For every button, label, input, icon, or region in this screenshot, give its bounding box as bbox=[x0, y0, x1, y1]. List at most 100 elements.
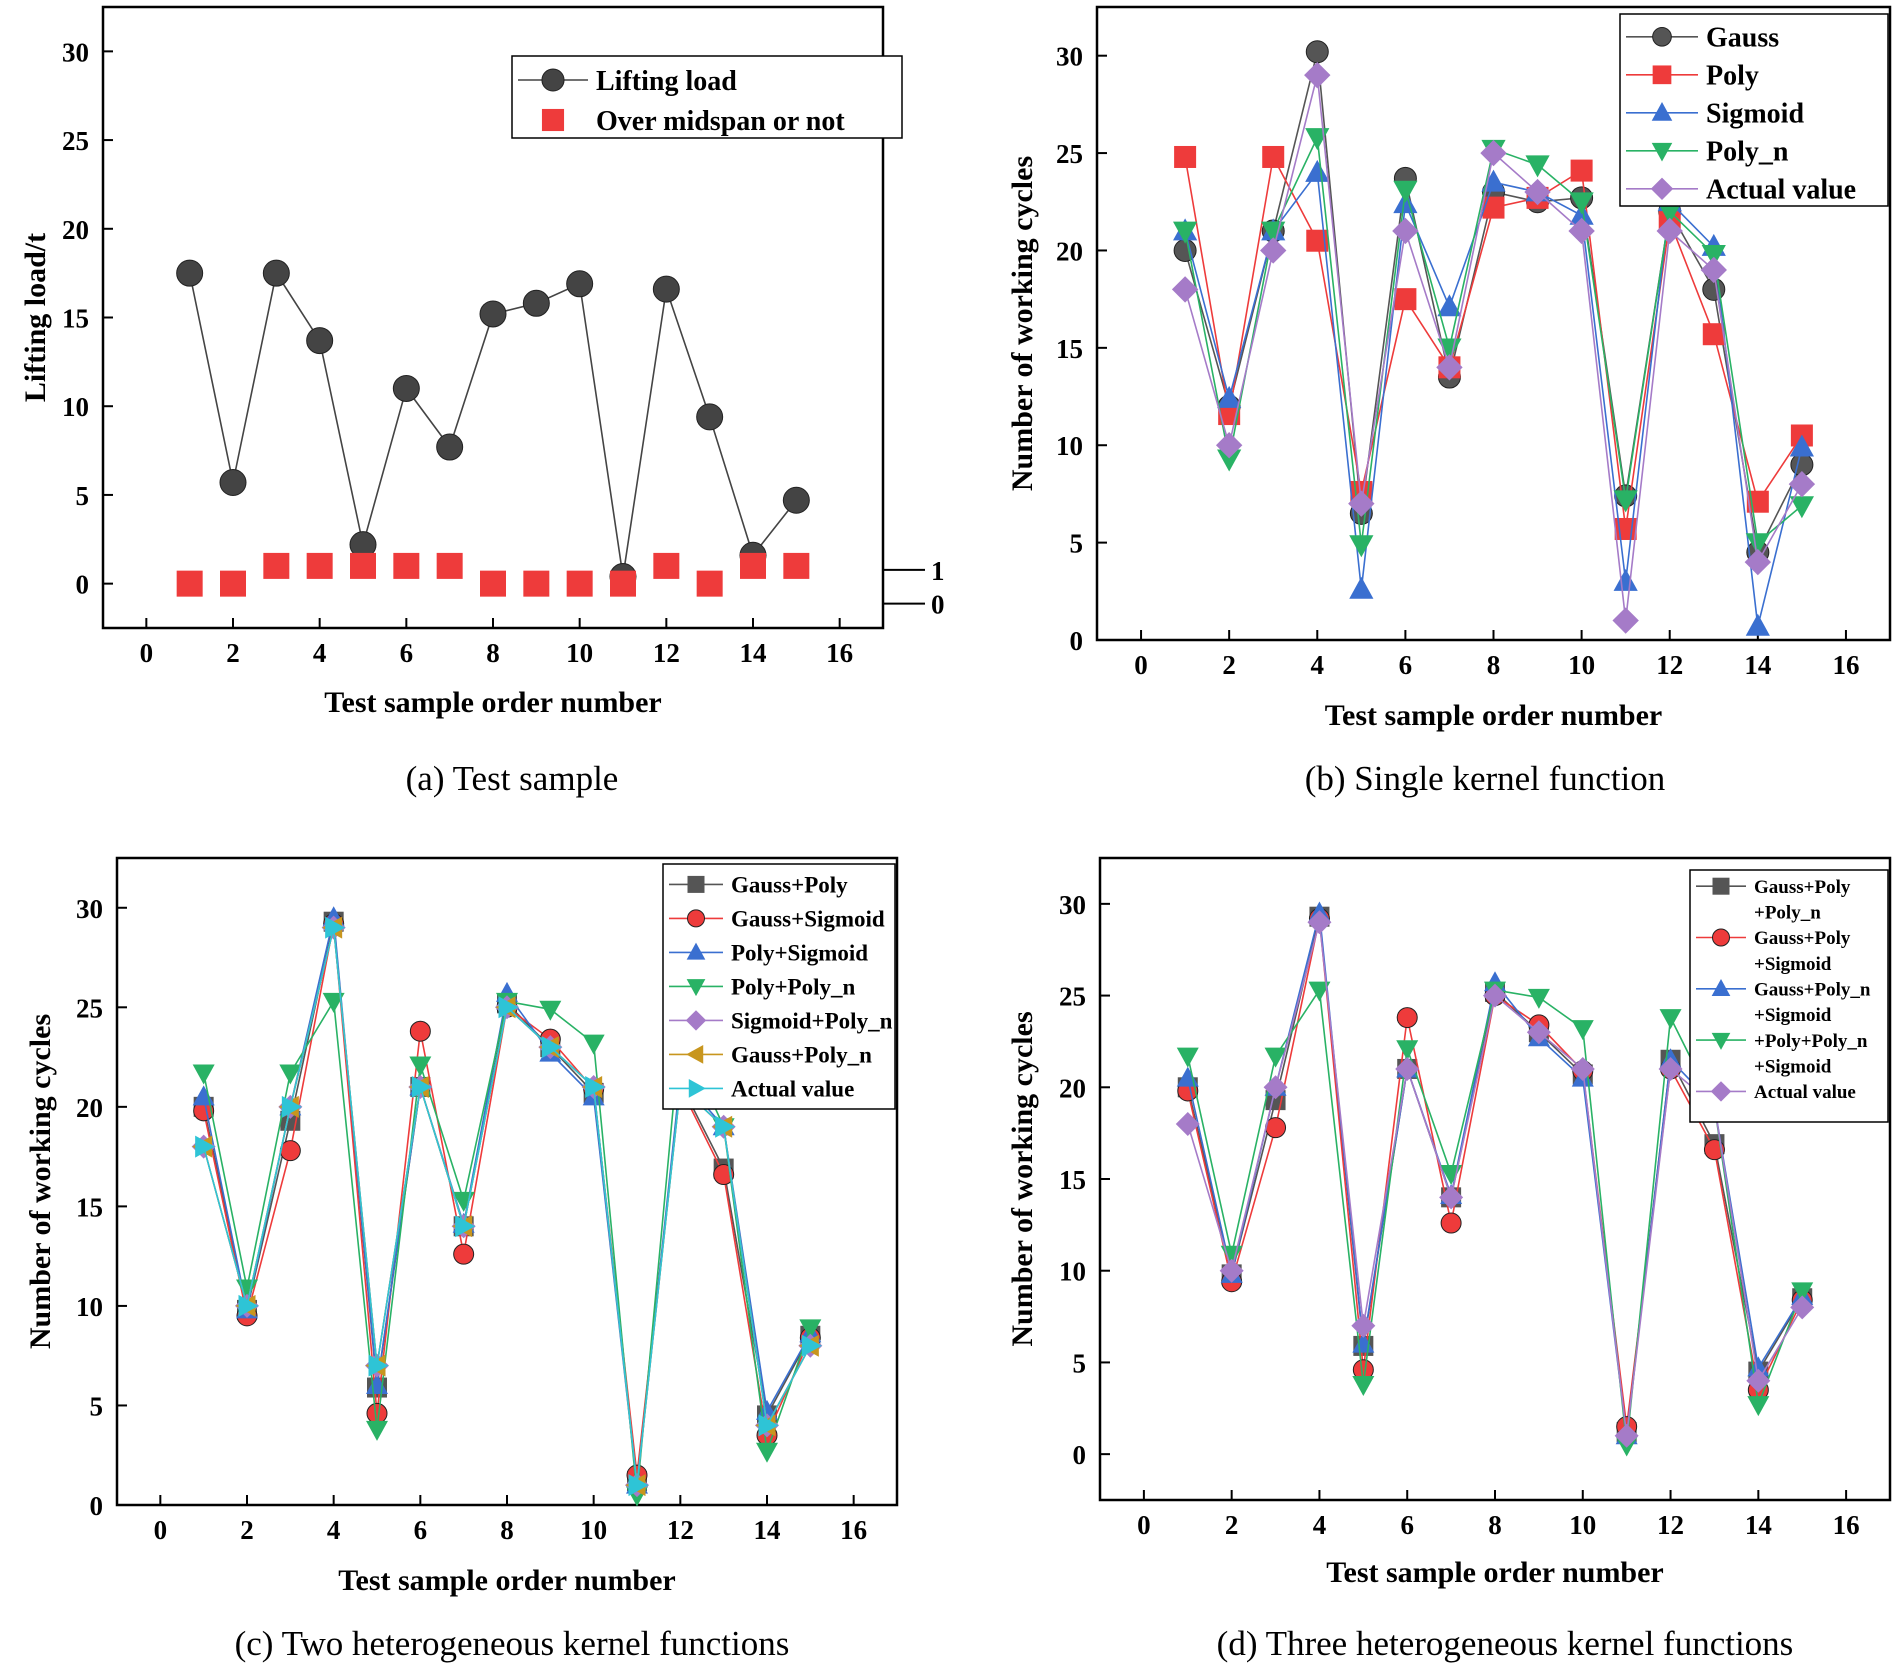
panel-a-x-tick-label: 6 bbox=[400, 638, 414, 668]
panel-c-series-actual-value bbox=[195, 916, 822, 1497]
panel-c-legend-entry-poly-sigmoid-label: Poly+Sigmoid bbox=[731, 940, 868, 965]
panel-c-series-actual-value-point bbox=[541, 1036, 562, 1059]
panel-d: 0 2 4 6 8 10 12 14 16 0 5 10 15 20 25 30 Test sample ord… bbox=[1006, 856, 1892, 1663]
panel-c-series-poly-sigmoid-point bbox=[192, 1085, 215, 1106]
panel-b-legend: Gauss Poly Sigmoid Poly_n Actual value bbox=[1619, 13, 1889, 207]
panel-b-y-axis-title: Number of working cycles bbox=[1006, 156, 1039, 491]
panel-b-legend-entry-poly-n-marker bbox=[1651, 142, 1673, 162]
panel-d-legend-entry-gauss-poly-poly-n: Gauss+Poly +Poly_n bbox=[1696, 877, 1851, 924]
panel-b-y-tick-label: 0 bbox=[1070, 626, 1084, 656]
panel-b-series-poly-n-point bbox=[1393, 180, 1418, 203]
panel-d-series-actual-value-point bbox=[1175, 1111, 1200, 1136]
panel-b-legend-entry-poly-n-label: Poly_n bbox=[1706, 137, 1789, 168]
panel-a-series-lifting-load-point bbox=[176, 259, 204, 287]
panel-d-series-actual-value-point bbox=[1526, 1020, 1551, 1045]
panel-c-series-actual-value-point bbox=[368, 1354, 389, 1377]
panel-c-legend-entry-actual-value: Actual value bbox=[669, 1076, 854, 1101]
panel-a-y-tick-label: 30 bbox=[62, 37, 89, 67]
panel-b-series-poly-point bbox=[1174, 145, 1197, 168]
panel-a-legend-entry-lifting-load: Lifting load bbox=[518, 66, 737, 97]
panel-c-series-actual-value-point bbox=[498, 996, 519, 1019]
panel-a-x-tick-label: 0 bbox=[140, 638, 154, 668]
panel-d-series-poly-poly-n-sigmoid-point bbox=[1264, 1047, 1287, 1068]
panel-b-series-poly-n-point bbox=[1789, 496, 1814, 519]
panel-b-x-tick-label: 2 bbox=[1222, 650, 1236, 680]
panel-a-series-over-midspan-or-not-point bbox=[653, 552, 680, 579]
panel-a-x-tick-label: 16 bbox=[826, 638, 853, 668]
panel-a-series-over-midspan-or-not-point bbox=[696, 570, 723, 597]
panel-a-series-lifting-load-point bbox=[392, 374, 420, 402]
panel-d-legend-entry-gauss-poly-poly-n-label: +Poly_n bbox=[1754, 903, 1821, 924]
panel-d-y-tick-label: 25 bbox=[1059, 982, 1086, 1012]
panel-b-series-poly-n-point bbox=[1701, 245, 1726, 268]
panel-d-x-tick-label: 14 bbox=[1745, 1510, 1772, 1540]
panel-c-series-actual-value-point bbox=[195, 1135, 216, 1158]
panel-a-secondary-tick-label: 0 bbox=[931, 590, 945, 620]
panel-a-caption: (a) Test sample bbox=[406, 759, 619, 798]
panel-d-y-tick-label: 30 bbox=[1059, 890, 1086, 920]
panel-b-legend-entry-sigmoid: Sigmoid bbox=[1626, 99, 1804, 130]
panel-d-series-poly-poly-n-sigmoid-point bbox=[1747, 1396, 1770, 1417]
panel-d-series-actual-value-point bbox=[1219, 1258, 1244, 1283]
panel-c-legend-entry-poly-sigmoid-marker bbox=[686, 942, 706, 960]
panel-a-x-tick-label: 10 bbox=[566, 638, 593, 668]
panel-a-y-tick-label: 15 bbox=[62, 304, 89, 334]
panel-c-legend-entry-gauss-sigmoid: Gauss+Sigmoid bbox=[669, 906, 885, 931]
panel-a-legend-entry-over-midspan-or-not: Over midspan or not bbox=[541, 106, 845, 137]
panel-c-x-tick-label: 0 bbox=[154, 1515, 168, 1545]
panel-a-series-over-midspan-or-not-point bbox=[523, 570, 550, 597]
panel-b-series-poly-n-point bbox=[1437, 338, 1462, 361]
panel-d-x-tick-label: 2 bbox=[1225, 1510, 1239, 1540]
panel-c-series-poly-poly-n-point bbox=[409, 1056, 432, 1077]
panel-c-x-tick-label: 14 bbox=[754, 1515, 781, 1545]
panel-b-series-poly-n-point bbox=[1349, 535, 1374, 558]
panel-b-series-sigmoid-point bbox=[1745, 613, 1770, 636]
panel-b-y-tick-label: 5 bbox=[1070, 529, 1084, 559]
panel-d-series-actual-value-point bbox=[1263, 1075, 1288, 1100]
panel-b-series-poly-point bbox=[1702, 323, 1725, 346]
panel-a-series-lifting-load-point bbox=[566, 270, 594, 298]
panel-b-series-actual-value-point bbox=[1524, 178, 1551, 206]
panel-b-series-actual-value-point bbox=[1612, 607, 1639, 634]
panel-a-series-over-midspan-or-not-point bbox=[263, 552, 290, 579]
panel-c-y-tick-label: 10 bbox=[76, 1292, 103, 1322]
panel-c-caption: (c) Two heterogeneous kernel functions bbox=[235, 1624, 790, 1663]
panel-b-x-tick-label: 16 bbox=[1832, 650, 1859, 680]
panel-a-legend-box bbox=[511, 55, 903, 139]
panel-c-series-poly-poly-n-point bbox=[756, 1442, 778, 1463]
panel-b-series-actual-value-point bbox=[1480, 139, 1507, 167]
panel-a-series-lifting-load-point bbox=[306, 327, 334, 355]
panel-d-series-poly-poly-n-sigmoid-point bbox=[1176, 1047, 1199, 1068]
panel-c-legend-entry-gauss-poly: Gauss+Poly bbox=[669, 872, 848, 897]
panel-d-series-actual-value bbox=[1175, 910, 1815, 1448]
panel-b-series-sigmoid-point bbox=[1217, 385, 1242, 408]
panel-b-series-actual-value-point bbox=[1568, 217, 1595, 245]
panel-b: 0 2 4 6 8 10 12 14 16 0 5 10 15 20 25 30 Test sample ord… bbox=[1006, 5, 1892, 798]
panel-d-legend-entry-gauss-poly-sigmoid-label: Gauss+Poly bbox=[1754, 928, 1851, 949]
panel-c-legend: Gauss+Poly Gauss+Sigmoid Poly+Sigmoid Poly+… bbox=[662, 863, 896, 1110]
panel-d-legend-entry-gauss-poly-n-sigmoid-label: Gauss+Poly_n bbox=[1754, 979, 1871, 1000]
panel-c-series-actual-value-point bbox=[801, 1334, 822, 1357]
panel-c-series-poly-poly-n-point bbox=[799, 1319, 822, 1340]
panel-c-series-actual-value-point bbox=[325, 916, 346, 939]
panel-b-series-poly-point bbox=[1394, 288, 1417, 311]
panel-a-series-lifting-load-point bbox=[782, 486, 810, 514]
panel-c-x-tick-label: 12 bbox=[667, 1515, 694, 1545]
panel-a-legend-entry-over-midspan-or-not-label: Over midspan or not bbox=[596, 106, 845, 137]
panel-d-series-gauss-poly-sigmoid-point bbox=[1396, 1007, 1418, 1029]
panel-c-x-tick-label: 10 bbox=[580, 1515, 607, 1545]
panel-c-y-tick-label: 25 bbox=[76, 993, 103, 1023]
panel-b-series-sigmoid-point bbox=[1305, 159, 1330, 182]
panel-a-x-axis-title: Test sample order number bbox=[324, 686, 662, 719]
panel-b-series-poly-point bbox=[1570, 159, 1593, 182]
panel-d-y-axis-title: Number of working cycles bbox=[1006, 1011, 1039, 1346]
panel-a-x-tick-label: 4 bbox=[313, 638, 327, 668]
panel-c-legend-entry-poly-poly-n-marker bbox=[686, 979, 706, 997]
panel-a-y-tick-label: 0 bbox=[76, 570, 90, 600]
panel-c-x-tick-label: 8 bbox=[500, 1515, 514, 1545]
panel-c-legend-entry-gauss-poly-n-label: Gauss+Poly_n bbox=[731, 1042, 872, 1067]
panel-a-y-tick-label: 5 bbox=[76, 481, 90, 511]
panel-b-legend-entry-actual-value: Actual value bbox=[1626, 175, 1856, 206]
panel-d-series-actual-value-point bbox=[1658, 1056, 1683, 1081]
